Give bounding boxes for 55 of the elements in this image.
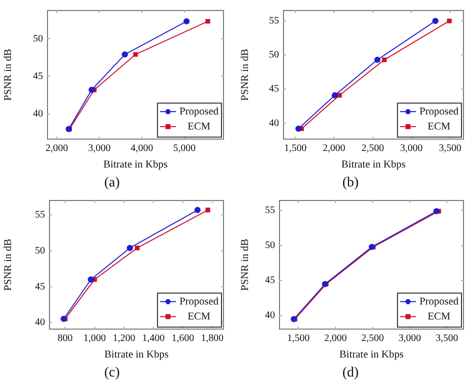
- x-tick-label: 5,000: [173, 143, 196, 154]
- x-tick-label: 1,500: [284, 143, 307, 154]
- y-tick-label: 45: [265, 275, 275, 286]
- text: (a): [104, 175, 120, 190]
- x-tick-label: 4,000: [130, 143, 154, 154]
- legend-label: ECM: [428, 311, 452, 322]
- y-tick-label: 55: [269, 16, 279, 27]
- y-tick-label: 50: [33, 33, 43, 44]
- x-axis-title: Bitrate in Kbps: [339, 350, 404, 361]
- x-tick-label: 800: [58, 333, 73, 344]
- legend-label: Proposed: [419, 106, 460, 118]
- legend-label: ECM: [188, 121, 212, 132]
- x-tick-label: 2,000: [324, 333, 347, 344]
- legend-label: ECM: [188, 311, 212, 322]
- x-tick-label: 1,400: [142, 333, 165, 344]
- x-tick-label: 2,500: [361, 333, 384, 344]
- x-axis-title: Bitrate in Kbps: [103, 160, 168, 171]
- y-axis-title: PSNR in dB: [240, 48, 252, 101]
- legend-label: ECM: [428, 121, 452, 132]
- text: (b): [342, 175, 359, 190]
- x-tick-label: 2,500: [361, 143, 384, 154]
- x-tick-label: 1,800: [200, 333, 224, 344]
- y-tick-label: 40: [35, 317, 45, 328]
- x-tick-label: 1,600: [172, 333, 194, 344]
- y-tick-label: 55: [35, 210, 45, 221]
- text: (d): [342, 365, 359, 380]
- y-tick-label: 50: [35, 245, 45, 256]
- y-tick-label: 45: [35, 281, 45, 292]
- x-axis-title: Bitrate in Kbps: [104, 350, 169, 361]
- y-tick-label: 40: [33, 108, 43, 120]
- x-axis-title: Bitrate in Kbps: [341, 160, 406, 171]
- y-tick-label: 40: [269, 118, 279, 129]
- y-tick-label: 45: [33, 70, 43, 82]
- y-axis-title: PSNR in dB: [3, 238, 14, 291]
- x-tick-label: 2,000: [322, 143, 346, 154]
- y-tick-label: 55: [265, 205, 275, 216]
- y-tick-label: 50: [265, 240, 275, 252]
- y-tick-label: 40: [265, 310, 275, 322]
- y-tick-label: 45: [269, 84, 279, 95]
- legend-label: Proposed: [179, 106, 220, 118]
- x-tick-label: 3,500: [438, 143, 462, 154]
- y-axis-title: PSNR in dB: [240, 238, 252, 291]
- y-tick-label: 50: [269, 50, 279, 61]
- legend-label: Proposed: [179, 296, 220, 308]
- x-tick-label: 3,500: [436, 333, 458, 344]
- x-tick-label: 2,000: [46, 143, 68, 154]
- y-axis-title: PSNR in dB: [3, 48, 14, 101]
- text: (c): [104, 365, 120, 380]
- legend-label: Proposed: [419, 296, 460, 308]
- x-tick-label: 1,500: [287, 333, 310, 344]
- x-tick-label: 3,000: [400, 143, 423, 154]
- x-tick-label: 1,200: [112, 333, 136, 344]
- x-tick-label: 1,000: [83, 333, 106, 344]
- x-tick-label: 3,000: [398, 333, 422, 344]
- x-tick-label: 3,000: [88, 143, 111, 154]
